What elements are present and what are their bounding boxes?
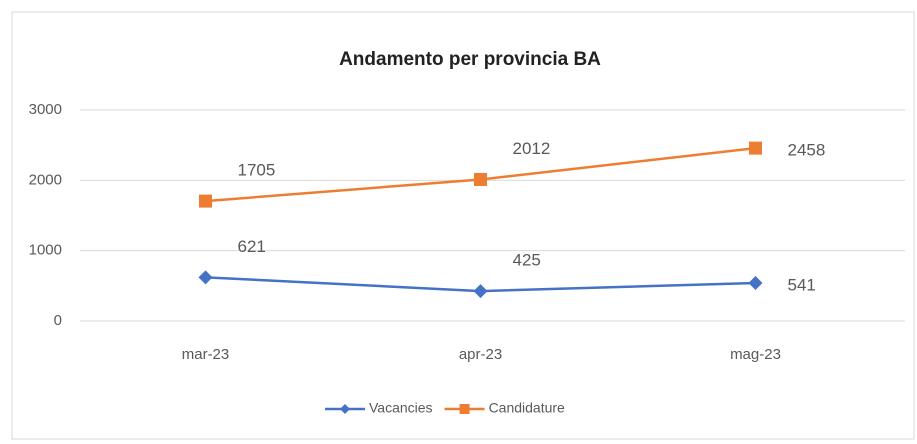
data-point — [198, 270, 213, 285]
data-label: 2012 — [513, 139, 551, 158]
data-label: 541 — [788, 275, 816, 294]
chart-title: Andamento per provincia BA — [339, 49, 601, 70]
data-point — [748, 275, 763, 290]
data-point — [749, 141, 762, 155]
data-point — [473, 284, 488, 299]
data-point — [199, 194, 212, 208]
x-tick-label: apr-23 — [459, 346, 502, 363]
y-tick-label: 0 — [54, 312, 62, 329]
legend-marker — [459, 404, 470, 414]
legend-label: Candidature — [489, 400, 565, 416]
data-label: 2458 — [788, 141, 826, 160]
data-label: 425 — [513, 251, 541, 270]
x-tick-label: mar-23 — [182, 346, 230, 363]
y-tick-label: 3000 — [29, 101, 62, 118]
data-point — [474, 172, 487, 186]
legend-label: Vacancies — [369, 400, 433, 416]
y-tick-label: 2000 — [29, 171, 62, 188]
data-label: 621 — [238, 237, 266, 256]
legend-marker — [340, 404, 350, 414]
y-tick-label: 1000 — [29, 242, 62, 259]
chart-frame — [11, 11, 915, 440]
x-tick-label: mag-23 — [730, 346, 781, 363]
data-label: 1705 — [238, 161, 276, 180]
